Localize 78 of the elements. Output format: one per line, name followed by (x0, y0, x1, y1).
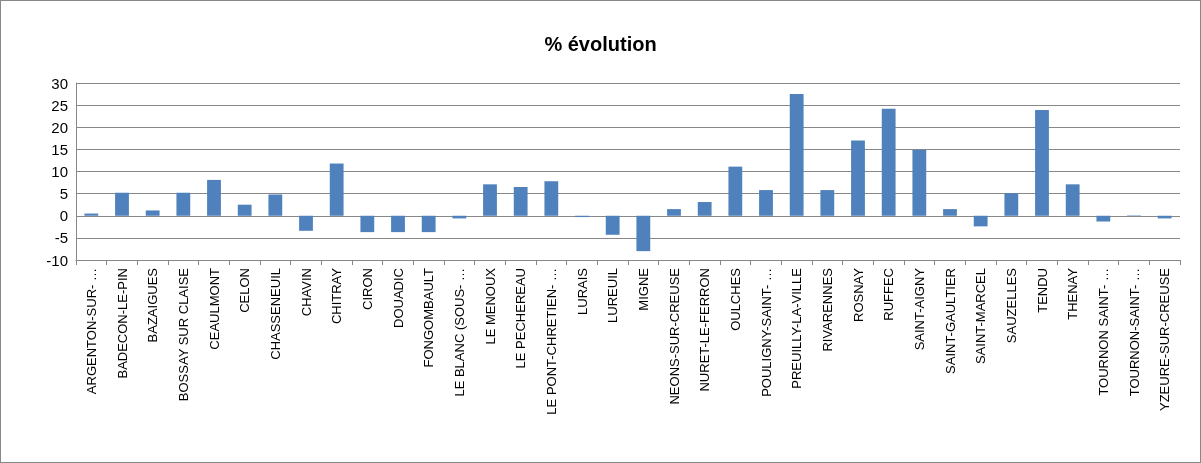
bar (697, 202, 712, 216)
bar (1096, 215, 1111, 222)
bar (605, 215, 620, 235)
y-tick-label: -10 (46, 251, 68, 269)
x-tick-label: OULCHES (727, 267, 743, 331)
x-tick-label: DOUADIC (390, 268, 406, 328)
bar (145, 210, 160, 216)
x-tick-label: FONGOMBAULT (421, 267, 437, 368)
x-tick-label: TENDU (1034, 268, 1050, 313)
bar (268, 194, 283, 216)
bar (820, 190, 835, 216)
x-tick-label: YZEURE-SUR-CREUSE (1157, 267, 1173, 412)
y-tick-label: 10 (51, 163, 68, 180)
bar (881, 108, 896, 216)
x-tick-label: CHITRAY (329, 267, 345, 325)
y-tick-label: 30 (51, 74, 68, 92)
x-tick-label: PREUILLY-LA-VILLE (789, 267, 805, 389)
bar (544, 181, 559, 216)
bar (1065, 184, 1080, 216)
bar (115, 192, 129, 216)
bar (237, 204, 252, 216)
bar (207, 179, 221, 216)
bar (1035, 109, 1049, 216)
x-tick-label: CHASSENEUIL (267, 268, 283, 360)
y-tick-label: 0 (59, 207, 68, 225)
x-tick-label: LURAIS (574, 267, 590, 315)
bar (84, 213, 99, 216)
y-tick-label: 25 (51, 96, 68, 114)
bar (943, 209, 957, 216)
x-tick-label: LE BLANC (SOUS- … (451, 268, 467, 397)
bar (176, 192, 191, 216)
bar (329, 163, 344, 216)
x-tick-label: RUFFEC (881, 268, 897, 321)
bar (360, 215, 375, 233)
x-tick-label: SAINT-MARCEL (973, 268, 989, 365)
y-tick-label: 5 (59, 185, 68, 203)
x-tick-label: ROSNAY (850, 267, 866, 322)
y-tick-label: 20 (51, 118, 68, 136)
x-tick-label: BAZAIGUES (145, 267, 161, 343)
bar (421, 215, 436, 233)
x-tick-label: TOURNON SAINT- … (1095, 268, 1111, 396)
x-tick-label: THENAY (1065, 267, 1081, 320)
x-tick-label: CEAULMONT (206, 267, 222, 350)
x-tick-label: POULIGNY-SAINT- … (758, 268, 774, 397)
x-tick-label: NEONS-SUR-CREUSE (666, 267, 682, 405)
x-tick-label: TOURNON-SAINT- … (1126, 268, 1142, 397)
x-tick-label: LE MENOUX (482, 267, 498, 345)
bar (851, 140, 865, 216)
x-tick-label: MIGNE (635, 267, 651, 311)
y-tick-label: -5 (54, 229, 68, 247)
bar (483, 184, 497, 216)
bar (636, 215, 651, 252)
bar (728, 166, 743, 216)
bar (789, 94, 804, 216)
x-tick-label: LE PONT-CHRETIEN- … (543, 268, 559, 415)
bar (513, 186, 528, 216)
bar (391, 215, 405, 233)
bar (667, 209, 681, 216)
x-tick-label: CHAVIN (298, 268, 314, 317)
x-tick-label: NURET-LE-FERRON (697, 268, 713, 392)
x-tick-label: SAINT-AIGNY (911, 267, 927, 351)
x-tick-label: LUREUIL (605, 268, 621, 323)
bar (759, 190, 773, 216)
x-tick-label: CELON (237, 268, 253, 313)
x-tick-label: ARGENTON-SUR- … (83, 268, 99, 395)
bar (973, 215, 988, 227)
x-tick-label: BOSSAY SUR CLAISE (175, 267, 191, 402)
y-tick-label: 15 (51, 140, 68, 158)
bar (912, 149, 927, 216)
x-tick-label: BADECON-LE-PIN (114, 268, 130, 379)
x-tick-label: LE PECHEREAU (513, 268, 529, 369)
bar (299, 215, 313, 231)
x-tick-label: SAINT-GAULTIER (942, 268, 958, 374)
chart-title: % évolution (544, 33, 657, 55)
x-tick-label: SAUZELLES (1003, 267, 1019, 344)
x-tick-label: RIVARENNES (819, 267, 835, 352)
x-tick-label: CIRON (359, 268, 375, 310)
bar (1004, 193, 1019, 216)
